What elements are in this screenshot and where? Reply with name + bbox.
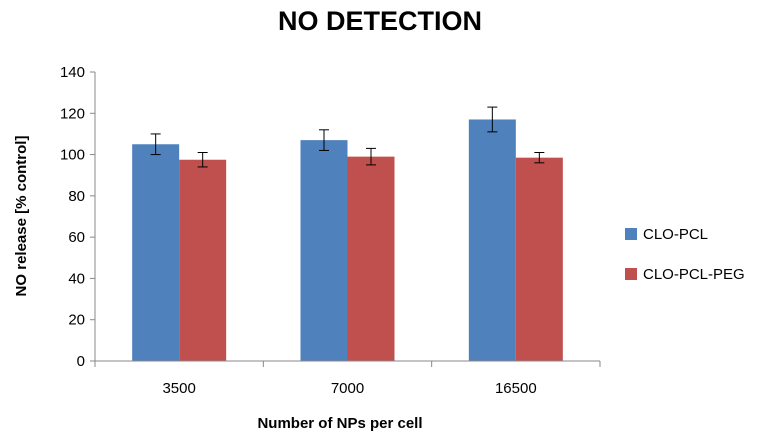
y-tick-label: 100 [60, 147, 85, 164]
y-tick-label: 20 [68, 312, 85, 329]
y-tick-label: 140 [60, 64, 85, 81]
legend: CLO-PCL CLO-PCL-PEG [625, 226, 745, 283]
bar-clo-pcl-peg-7000 [347, 156, 395, 361]
y-tick-label: 80 [68, 188, 85, 205]
x-tick-label: 3500 [162, 380, 195, 397]
error-bar [366, 147, 376, 166]
error-bar [150, 133, 161, 156]
y-tick-label: 60 [68, 229, 85, 246]
bars [132, 119, 563, 361]
bar-clo-pcl-16500 [468, 119, 516, 361]
legend-label: CLO-PCL [643, 226, 708, 243]
bar-clo-pcl-7000 [300, 140, 348, 361]
error-bar [487, 106, 498, 133]
y-axis-ticks: 0 20 40 60 80 100 120 140 [60, 64, 95, 370]
bar-clo-pcl-3500 [132, 144, 180, 361]
chart-title: NO DETECTION [278, 6, 482, 36]
y-tick-label: 40 [68, 270, 85, 287]
x-tick-label: 7000 [331, 380, 364, 397]
bar-clo-pcl-peg-3500 [179, 159, 227, 361]
bar-clo-pcl-peg-16500 [515, 157, 563, 361]
x-tick-label: 16500 [495, 380, 537, 397]
x-axis-ticks: 3500 7000 16500 [94, 361, 601, 397]
y-tick-label: 120 [60, 105, 85, 122]
y-axis-label: NO release [% control] [13, 136, 30, 297]
legend-swatch [625, 268, 637, 280]
error-bar [319, 129, 329, 151]
y-tick-label: 0 [77, 353, 85, 370]
x-axis-label: Number of NPs per cell [257, 415, 422, 432]
error-bar [197, 152, 208, 168]
error-bar [534, 152, 545, 164]
legend-label: CLO-PCL-PEG [643, 266, 745, 283]
legend-swatch [625, 228, 637, 240]
error-bars [150, 106, 545, 168]
